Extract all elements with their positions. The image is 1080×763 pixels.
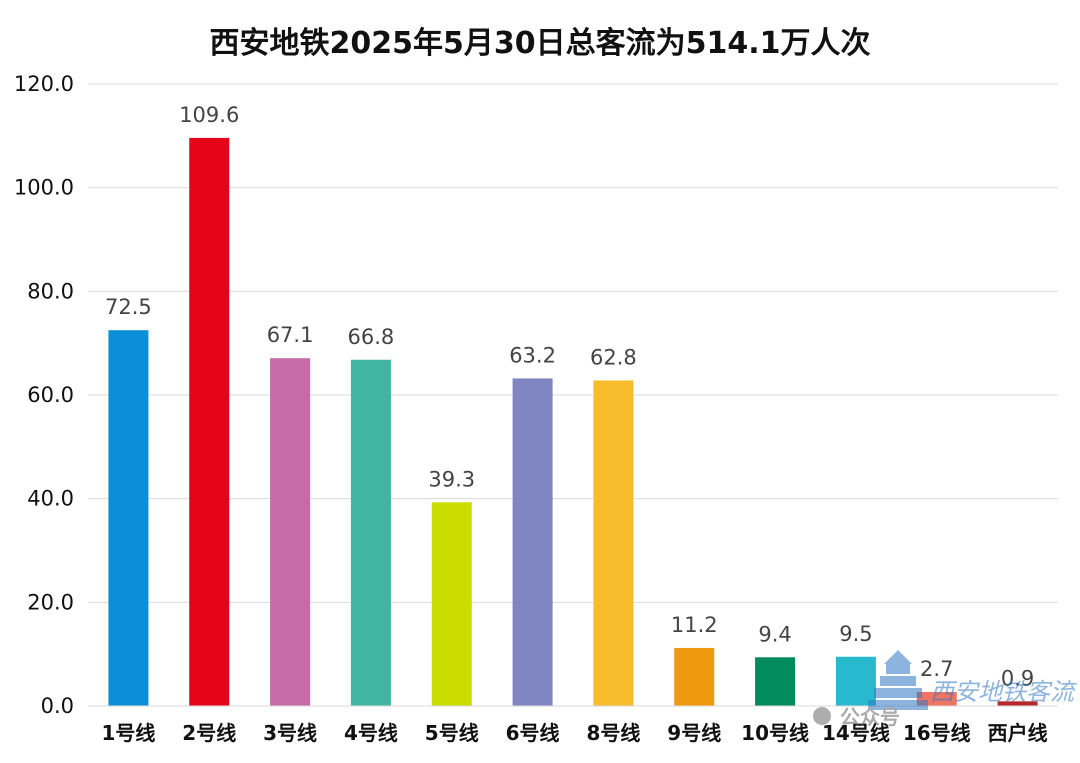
- y-tick-label: 40.0: [27, 487, 74, 511]
- x-tick-label: 2号线: [182, 721, 236, 745]
- x-tick-label: 6号线: [506, 721, 560, 745]
- x-tick-label: 5号线: [425, 721, 479, 745]
- bar: [835, 656, 876, 706]
- y-tick-label: 20.0: [27, 590, 74, 614]
- logo-tier: [880, 676, 916, 686]
- data-label: 62.8: [590, 345, 637, 369]
- logo-roof: [884, 650, 912, 664]
- x-tick-label: 14号线: [822, 721, 890, 745]
- data-label: 9.4: [758, 622, 791, 646]
- data-label: 66.8: [348, 325, 395, 349]
- bar: [431, 502, 472, 706]
- bar: [270, 358, 311, 706]
- bar: [189, 137, 230, 706]
- data-label: 9.5: [839, 622, 872, 646]
- bar: [512, 378, 553, 706]
- x-tick-label: 16号线: [903, 721, 971, 745]
- x-tick-label: 8号线: [586, 721, 640, 745]
- bar: [755, 657, 796, 706]
- y-tick-label: 100.0: [14, 176, 74, 200]
- x-tick-label: 4号线: [344, 721, 398, 745]
- x-tick-label: 西户线: [988, 721, 1048, 745]
- bar: [350, 359, 391, 706]
- data-label: 2.7: [920, 657, 953, 681]
- data-label: 11.2: [671, 613, 718, 637]
- x-tick-label: 10号线: [741, 721, 809, 745]
- logo-tier: [874, 688, 922, 698]
- bar: [108, 330, 149, 706]
- data-label: 39.3: [428, 467, 475, 491]
- y-tick-label: 0.0: [41, 694, 74, 718]
- logo-tier: [886, 664, 910, 674]
- y-tick-label: 60.0: [27, 383, 74, 407]
- watermark: 公众号 西安地铁客流: [813, 650, 1077, 729]
- data-label: 109.6: [179, 103, 239, 127]
- chart-title: 西安地铁2025年5月30日总客流为514.1万人次: [209, 26, 871, 61]
- wechat-icon: [813, 707, 831, 725]
- data-label: 67.1: [267, 323, 314, 347]
- watermark-source: 公众号: [840, 705, 900, 729]
- x-tick-label: 9号线: [667, 721, 721, 745]
- data-label: 72.5: [105, 295, 152, 319]
- logo-tier: [868, 700, 928, 710]
- y-tick-label: 120.0: [14, 72, 74, 96]
- data-label: 0.9: [1001, 666, 1034, 690]
- building-logo-icon: [868, 650, 928, 710]
- x-tick-label: 1号线: [101, 721, 155, 745]
- bar: [997, 701, 1038, 706]
- bar: [674, 647, 715, 706]
- watermark-text: 西安地铁客流: [930, 678, 1077, 706]
- data-label: 63.2: [509, 343, 556, 367]
- x-tick-label: 3号线: [263, 721, 317, 745]
- bar: [593, 380, 634, 706]
- y-tick-label: 80.0: [27, 279, 74, 303]
